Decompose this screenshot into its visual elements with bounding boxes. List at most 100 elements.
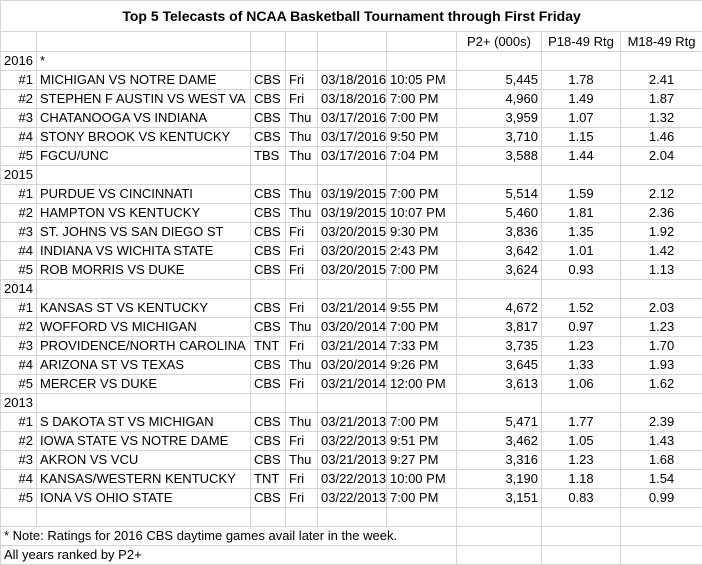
time-cell[interactable]: 7:00 PM — [387, 90, 457, 109]
m18-49-rating-cell[interactable]: 1.68 — [621, 451, 702, 470]
network-cell[interactable]: CBS — [251, 261, 286, 280]
network-cell[interactable]: CBS — [251, 489, 286, 508]
rank-cell[interactable]: #2 — [1, 318, 37, 337]
network-cell[interactable]: TBS — [251, 147, 286, 166]
m18-49-rating-cell[interactable]: 1.87 — [621, 90, 702, 109]
p2-viewers-cell[interactable]: 4,672 — [457, 299, 542, 318]
m18-49-rating-cell[interactable]: 1.43 — [621, 432, 702, 451]
matchup-cell[interactable]: IOWA STATE VS NOTRE DAME — [37, 432, 251, 451]
p2-viewers-cell[interactable]: 3,817 — [457, 318, 542, 337]
m18-49-rating-cell[interactable]: 1.23 — [621, 318, 702, 337]
cell-empty[interactable] — [621, 546, 702, 565]
time-cell[interactable]: 7:00 PM — [387, 318, 457, 337]
cell-empty[interactable] — [542, 508, 621, 527]
p18-49-rating-cell[interactable]: 0.93 — [542, 261, 621, 280]
day-cell[interactable]: Thu — [286, 147, 318, 166]
cell-empty[interactable] — [286, 32, 318, 52]
day-cell[interactable]: Thu — [286, 109, 318, 128]
cell-empty[interactable] — [542, 527, 621, 546]
rank-cell[interactable]: #4 — [1, 356, 37, 375]
p2-viewers-cell[interactable]: 3,645 — [457, 356, 542, 375]
network-cell[interactable]: CBS — [251, 90, 286, 109]
cell-empty[interactable] — [387, 52, 457, 71]
date-cell[interactable]: 03/20/2014 — [318, 318, 387, 337]
date-cell[interactable]: 03/17/2016 — [318, 147, 387, 166]
p2-viewers-cell[interactable]: 5,471 — [457, 413, 542, 432]
p2-viewers-cell[interactable]: 5,514 — [457, 185, 542, 204]
rank-cell[interactable]: #1 — [1, 185, 37, 204]
cell-empty[interactable] — [286, 166, 318, 185]
time-cell[interactable]: 9:55 PM — [387, 299, 457, 318]
rank-cell[interactable]: #2 — [1, 204, 37, 223]
date-cell[interactable]: 03/21/2014 — [318, 337, 387, 356]
time-cell[interactable]: 7:00 PM — [387, 261, 457, 280]
day-cell[interactable]: Fri — [286, 90, 318, 109]
day-cell[interactable]: Fri — [286, 223, 318, 242]
network-cell[interactable]: CBS — [251, 432, 286, 451]
time-cell[interactable]: 12:00 PM — [387, 375, 457, 394]
cell-empty[interactable] — [621, 394, 702, 413]
cell-empty[interactable] — [286, 394, 318, 413]
cell-empty[interactable] — [457, 166, 542, 185]
cell-empty[interactable] — [37, 508, 251, 527]
network-cell[interactable]: TNT — [251, 337, 286, 356]
network-cell[interactable]: CBS — [251, 451, 286, 470]
rank-cell[interactable]: #3 — [1, 223, 37, 242]
m18-49-rating-cell[interactable]: 2.36 — [621, 204, 702, 223]
day-cell[interactable]: Thu — [286, 128, 318, 147]
header-p18-49-rating[interactable]: P18-49 Rtg — [542, 32, 621, 52]
date-cell[interactable]: 03/17/2016 — [318, 128, 387, 147]
rank-cell[interactable]: #1 — [1, 71, 37, 90]
p2-viewers-cell[interactable]: 5,460 — [457, 204, 542, 223]
p2-viewers-cell[interactable]: 3,190 — [457, 470, 542, 489]
year-label[interactable]: 2013 — [1, 394, 37, 413]
p18-49-rating-cell[interactable]: 1.06 — [542, 375, 621, 394]
cell-empty[interactable] — [286, 52, 318, 71]
rank-cell[interactable]: #4 — [1, 128, 37, 147]
cell-empty[interactable] — [621, 52, 702, 71]
network-cell[interactable]: CBS — [251, 375, 286, 394]
network-cell[interactable]: CBS — [251, 299, 286, 318]
network-cell[interactable]: CBS — [251, 242, 286, 261]
cell-empty[interactable] — [457, 394, 542, 413]
rank-cell[interactable]: #3 — [1, 109, 37, 128]
year-label[interactable]: 2016 — [1, 52, 37, 71]
cell-empty[interactable] — [457, 546, 542, 565]
m18-49-rating-cell[interactable]: 1.46 — [621, 128, 702, 147]
m18-49-rating-cell[interactable]: 2.04 — [621, 147, 702, 166]
matchup-cell[interactable]: CHATANOOGA VS INDIANA — [37, 109, 251, 128]
matchup-cell[interactable]: HAMPTON VS KENTUCKY — [37, 204, 251, 223]
rank-cell[interactable]: #3 — [1, 337, 37, 356]
day-cell[interactable]: Fri — [286, 470, 318, 489]
year-marker[interactable] — [37, 166, 251, 185]
day-cell[interactable]: Thu — [286, 204, 318, 223]
date-cell[interactable]: 03/18/2016 — [318, 90, 387, 109]
rank-cell[interactable]: #1 — [1, 299, 37, 318]
day-cell[interactable]: Thu — [286, 413, 318, 432]
ratings-note[interactable]: * Note: Ratings for 2016 CBS daytime gam… — [1, 527, 457, 546]
time-cell[interactable]: 9:26 PM — [387, 356, 457, 375]
p18-49-rating-cell[interactable]: 1.23 — [542, 337, 621, 356]
rank-cell[interactable]: #5 — [1, 375, 37, 394]
matchup-cell[interactable]: MICHIGAN VS NOTRE DAME — [37, 71, 251, 90]
p2-viewers-cell[interactable]: 5,445 — [457, 71, 542, 90]
p2-viewers-cell[interactable]: 3,613 — [457, 375, 542, 394]
p2-viewers-cell[interactable]: 3,624 — [457, 261, 542, 280]
cell-empty[interactable] — [387, 280, 457, 299]
rank-cell[interactable]: #4 — [1, 470, 37, 489]
cell-empty[interactable] — [286, 508, 318, 527]
p18-49-rating-cell[interactable]: 1.77 — [542, 413, 621, 432]
cell-empty[interactable] — [457, 527, 542, 546]
cell-empty[interactable] — [542, 394, 621, 413]
m18-49-rating-cell[interactable]: 1.54 — [621, 470, 702, 489]
time-cell[interactable]: 9:30 PM — [387, 223, 457, 242]
p2-viewers-cell[interactable]: 4,960 — [457, 90, 542, 109]
matchup-cell[interactable]: KANSAS/WESTERN KENTUCKY — [37, 470, 251, 489]
cell-empty[interactable] — [318, 166, 387, 185]
cell-empty[interactable] — [318, 280, 387, 299]
rank-cell[interactable]: #2 — [1, 90, 37, 109]
date-cell[interactable]: 03/22/2013 — [318, 489, 387, 508]
time-cell[interactable]: 7:00 PM — [387, 413, 457, 432]
time-cell[interactable]: 7:00 PM — [387, 185, 457, 204]
p18-49-rating-cell[interactable]: 0.83 — [542, 489, 621, 508]
